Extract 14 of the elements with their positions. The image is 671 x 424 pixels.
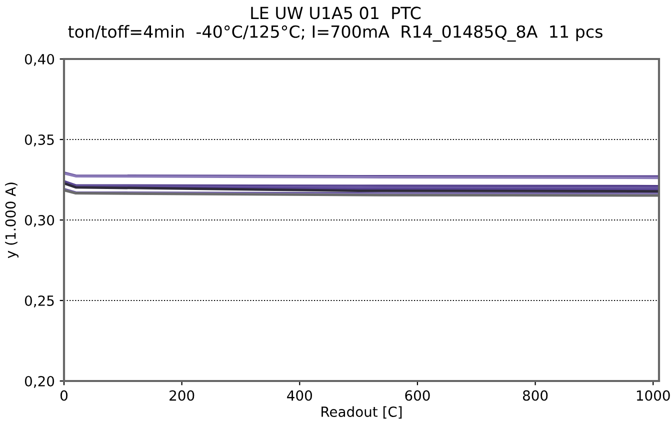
y-tick-label: 0,40 — [24, 54, 54, 66]
y-tick-label: 0,25 — [24, 295, 54, 308]
y-tick-label: 0,20 — [24, 376, 54, 388]
x-axis-title: Readout [C] — [322, 406, 402, 419]
x-tick-label: 800 — [522, 390, 548, 401]
y-tick-label: 0,35 — [24, 134, 54, 146]
y-axis-title: y (1.000 A) — [5, 182, 18, 258]
chart-title: LE UW U1A5 01 PTC ton/toff=4min -40°C/125°C; I=700mA R14_01485Q_8A 11 pcs — [68, 6, 602, 42]
x-tick-label: 1000 — [636, 390, 670, 401]
x-tick-label: 200 — [170, 390, 194, 401]
x-tick-label: 400 — [287, 390, 312, 401]
x-tick-label: 600 — [405, 390, 430, 401]
y-tick-label: 0,30 — [24, 214, 54, 227]
x-tick-label: 0 — [60, 390, 68, 401]
